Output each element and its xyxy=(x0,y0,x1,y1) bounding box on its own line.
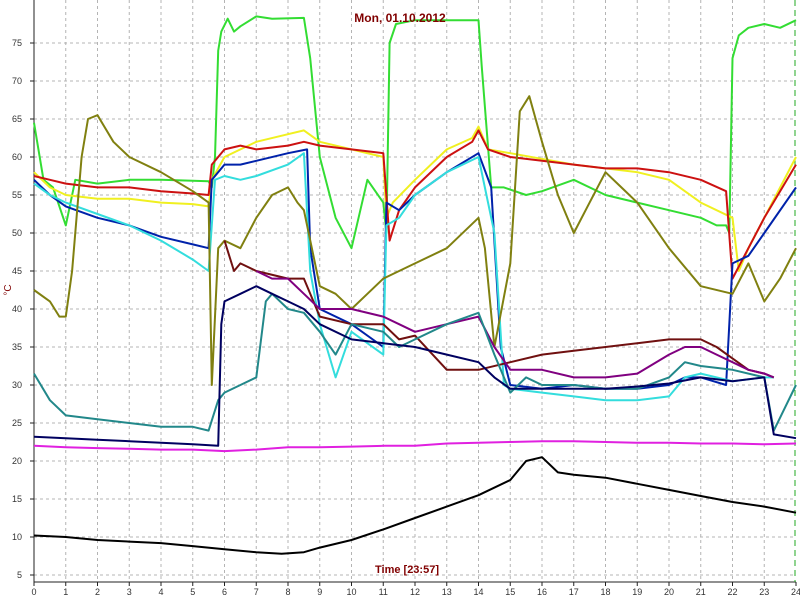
y-tick-label: 35 xyxy=(12,342,22,352)
y-tick-label: 45 xyxy=(12,266,22,276)
series-line-10 xyxy=(33,285,797,447)
series-line-11 xyxy=(33,440,797,453)
series-line-5 xyxy=(33,152,774,402)
y-tick-label: 40 xyxy=(12,304,22,314)
y-tick-label: 30 xyxy=(12,380,22,390)
x-tick-label: 2 xyxy=(95,587,100,597)
x-tick-label: 1 xyxy=(63,587,68,597)
grid xyxy=(34,0,796,582)
y-tick-label: 70 xyxy=(12,76,22,86)
x-tick-label: 5 xyxy=(190,587,195,597)
series-line-8 xyxy=(255,270,775,379)
x-tick-label: 6 xyxy=(222,587,227,597)
y-tick-label: 65 xyxy=(12,114,22,124)
x-tick-label: 9 xyxy=(317,587,322,597)
x-tick-labels: 0 1 2 3 4 5 6 7 8 9 10 11 12 13 14 15 16 17 18 19 20 21 22 23 24 xyxy=(31,587,800,597)
y-tick-labels: 5 10 15 20 25 30 35 40 45 50 55 60 65 70 75 xyxy=(12,38,22,580)
x-tick-label: 19 xyxy=(632,587,642,597)
x-tick-label: 24 xyxy=(791,587,800,597)
x-tick-label: 7 xyxy=(254,587,259,597)
x-tick-label: 22 xyxy=(727,587,737,597)
x-axis-label: Time [23:57] xyxy=(375,564,439,576)
series-line-3 xyxy=(33,129,797,280)
y-tick-label: 55 xyxy=(12,190,22,200)
series-lines xyxy=(33,15,797,555)
x-tick-label: 14 xyxy=(473,587,483,597)
series-line-4 xyxy=(33,148,797,390)
x-tick-label: 3 xyxy=(127,587,132,597)
y-tick-label: 5 xyxy=(17,570,22,580)
x-tick-label: 20 xyxy=(664,587,674,597)
x-tick-label: 21 xyxy=(696,587,706,597)
x-tick-label: 12 xyxy=(410,587,420,597)
y-tick-label: 75 xyxy=(12,38,22,48)
series-line-6 xyxy=(33,95,797,386)
chart-title: Mon, 01.10.2012 xyxy=(354,11,446,25)
x-tick-label: 4 xyxy=(158,587,163,597)
y-tick-label: 10 xyxy=(12,532,22,542)
y-tick-label: 25 xyxy=(12,418,22,428)
x-tick-label: 11 xyxy=(379,587,388,597)
y-axis-label: °C xyxy=(3,284,14,295)
x-tick-label: 10 xyxy=(346,587,356,597)
y-tick-label: 15 xyxy=(12,494,22,504)
x-tick-label: 18 xyxy=(600,587,610,597)
y-tick-label: 20 xyxy=(12,456,22,466)
x-tick-label: 16 xyxy=(537,587,547,597)
x-tick-label: 15 xyxy=(505,587,515,597)
x-tick-label: 23 xyxy=(759,587,769,597)
x-tick-label: 0 xyxy=(31,587,36,597)
y-tick-label: 50 xyxy=(12,228,22,238)
x-tick-label: 8 xyxy=(285,587,290,597)
series-line-9 xyxy=(33,292,797,432)
x-tick-label: 13 xyxy=(442,587,452,597)
x-tick-label: 17 xyxy=(569,587,579,597)
y-tick-label: 60 xyxy=(12,152,22,162)
series-line-12 xyxy=(33,456,797,555)
